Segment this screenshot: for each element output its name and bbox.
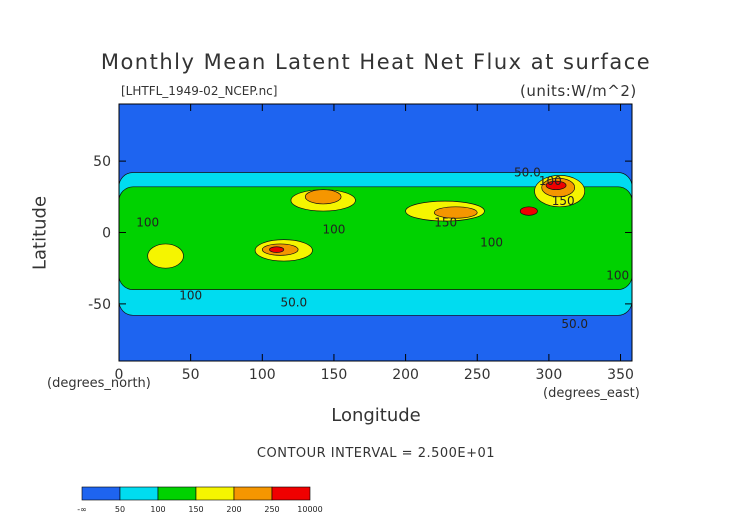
colorbar-label-2: 100 [150, 505, 165, 514]
field-region-2 [147, 243, 184, 269]
colorbar-segment-1 [119, 486, 159, 501]
colorbar-label-1: 50 [115, 505, 125, 514]
contour-label-3: 150 [434, 216, 457, 230]
x-tick-label-2: 100 [249, 367, 276, 383]
contour-label-0: 50.0 [514, 166, 541, 180]
contour-label-9: 50.0 [561, 317, 588, 331]
file-label: [LHTFL_1949-02_NCEP.nc] [121, 84, 278, 98]
chart-title: Monthly Mean Latent Heat Net Flux at sur… [100, 50, 652, 74]
y-tick-label-1: 0 [102, 226, 111, 242]
x-tick-label-6: 300 [536, 367, 563, 383]
field-region-8 [304, 189, 342, 205]
colorbar-segment-4 [233, 486, 273, 501]
colorbar-label-6: 10000 [297, 505, 322, 514]
contour-label-10: 100 [136, 216, 159, 230]
colorbar-label-4: 200 [226, 505, 241, 514]
contour-label-7: 50.0 [280, 295, 307, 309]
field-region-9 [433, 206, 478, 219]
contour-label-4: 100 [480, 235, 503, 249]
field-region-13 [519, 206, 538, 216]
colorbar-segment-0 [81, 486, 121, 501]
x-tick-label-1: 50 [182, 367, 200, 383]
x-tick-label-5: 250 [464, 367, 491, 383]
x-axis-label: Longitude [331, 405, 421, 426]
contour-label-2: 100 [322, 223, 345, 237]
colorbar-segment-3 [195, 486, 235, 501]
x-unit-label: (degrees_east) [543, 386, 640, 401]
y-unit-label: (degrees_north) [47, 376, 151, 391]
colorbar-label-0: -∞ [77, 505, 87, 514]
contour-label-1: 100 [539, 174, 562, 188]
contour-label-5: 150 [552, 194, 575, 208]
contour-label-8: 100 [606, 268, 629, 282]
contour-interval: CONTOUR INTERVAL = 2.500E+01 [256, 446, 496, 461]
x-tick-label-0: 0 [115, 367, 124, 383]
contour-label-6: 100 [179, 288, 202, 302]
y-tick-label-0: -50 [88, 297, 111, 313]
colorbar-segment-5 [271, 486, 311, 501]
colorbar-label-5: 250 [264, 505, 279, 514]
x-tick-label-7: 350 [607, 367, 634, 383]
colorbar-segment-2 [157, 486, 197, 501]
x-tick-label-4: 200 [392, 367, 419, 383]
units-label: (units:W/m^2) [520, 82, 637, 100]
field-region-11 [269, 246, 285, 253]
y-tick-label-2: 50 [93, 154, 111, 170]
x-tick-label-3: 150 [321, 367, 348, 383]
colorbar-label-3: 150 [188, 505, 203, 514]
field-region-12 [545, 180, 567, 191]
